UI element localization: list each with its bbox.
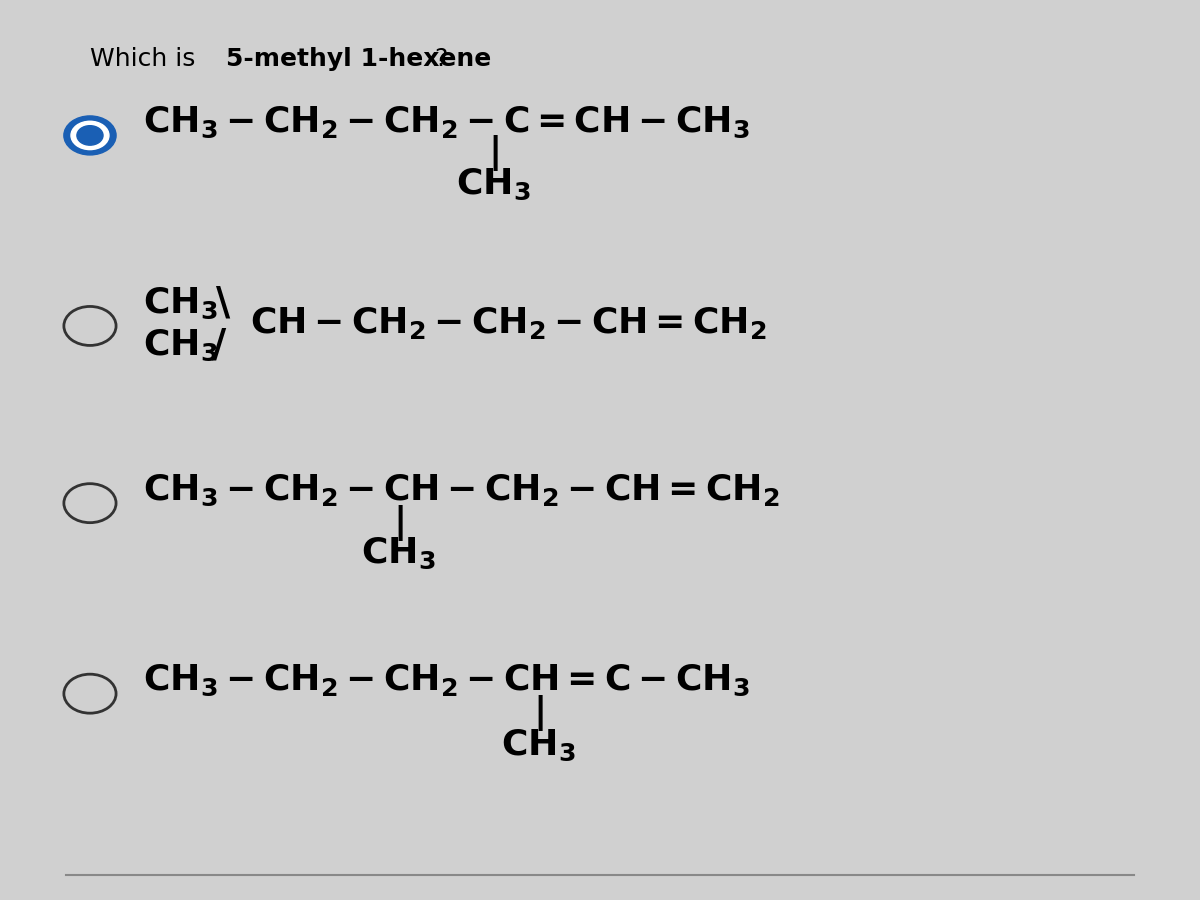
Text: $\mathbf{CH_3-CH_2-CH-CH_2-CH=CH_2}$: $\mathbf{CH_3-CH_2-CH-CH_2-CH=CH_2}$ — [143, 472, 780, 508]
Text: 5-methyl 1-hexene: 5-methyl 1-hexene — [227, 47, 492, 71]
Text: $\mathbf{CH_3-CH_2-CH_2-CH=C-CH_3}$: $\mathbf{CH_3-CH_2-CH_2-CH=C-CH_3}$ — [143, 662, 750, 698]
Text: $\mathbf{CH_3}$: $\mathbf{CH_3}$ — [143, 328, 218, 363]
Text: $\mathbf{CH-CH_2-CH_2-CH=CH_2}$: $\mathbf{CH-CH_2-CH_2-CH=CH_2}$ — [250, 305, 767, 341]
Text: $\mathbf{CH_3}$: $\mathbf{CH_3}$ — [143, 286, 218, 321]
Text: $\mathbf{\backslash}$: $\mathbf{\backslash}$ — [215, 284, 230, 323]
Text: $\mathbf{CH_3}$: $\mathbf{CH_3}$ — [502, 727, 576, 762]
Circle shape — [77, 126, 103, 145]
Text: $\mathbf{CH_3}$: $\mathbf{CH_3}$ — [456, 166, 530, 202]
Circle shape — [71, 122, 109, 149]
Text: $\mathbf{CH_3}$: $\mathbf{CH_3}$ — [361, 536, 436, 572]
Text: ?: ? — [434, 47, 448, 71]
Circle shape — [64, 116, 116, 155]
Text: $\mathbf{CH_3-CH_2-CH_2-C=CH-CH_3}$: $\mathbf{CH_3-CH_2-CH_2-C=CH-CH_3}$ — [143, 104, 750, 140]
Text: Which is: Which is — [90, 47, 203, 71]
Text: $\mathbf{|}$: $\mathbf{|}$ — [488, 133, 498, 173]
Text: $\mathbf{/}$: $\mathbf{/}$ — [211, 327, 227, 364]
Text: $\mathbf{|}$: $\mathbf{|}$ — [394, 503, 403, 543]
Text: $\mathbf{|}$: $\mathbf{|}$ — [533, 693, 544, 733]
